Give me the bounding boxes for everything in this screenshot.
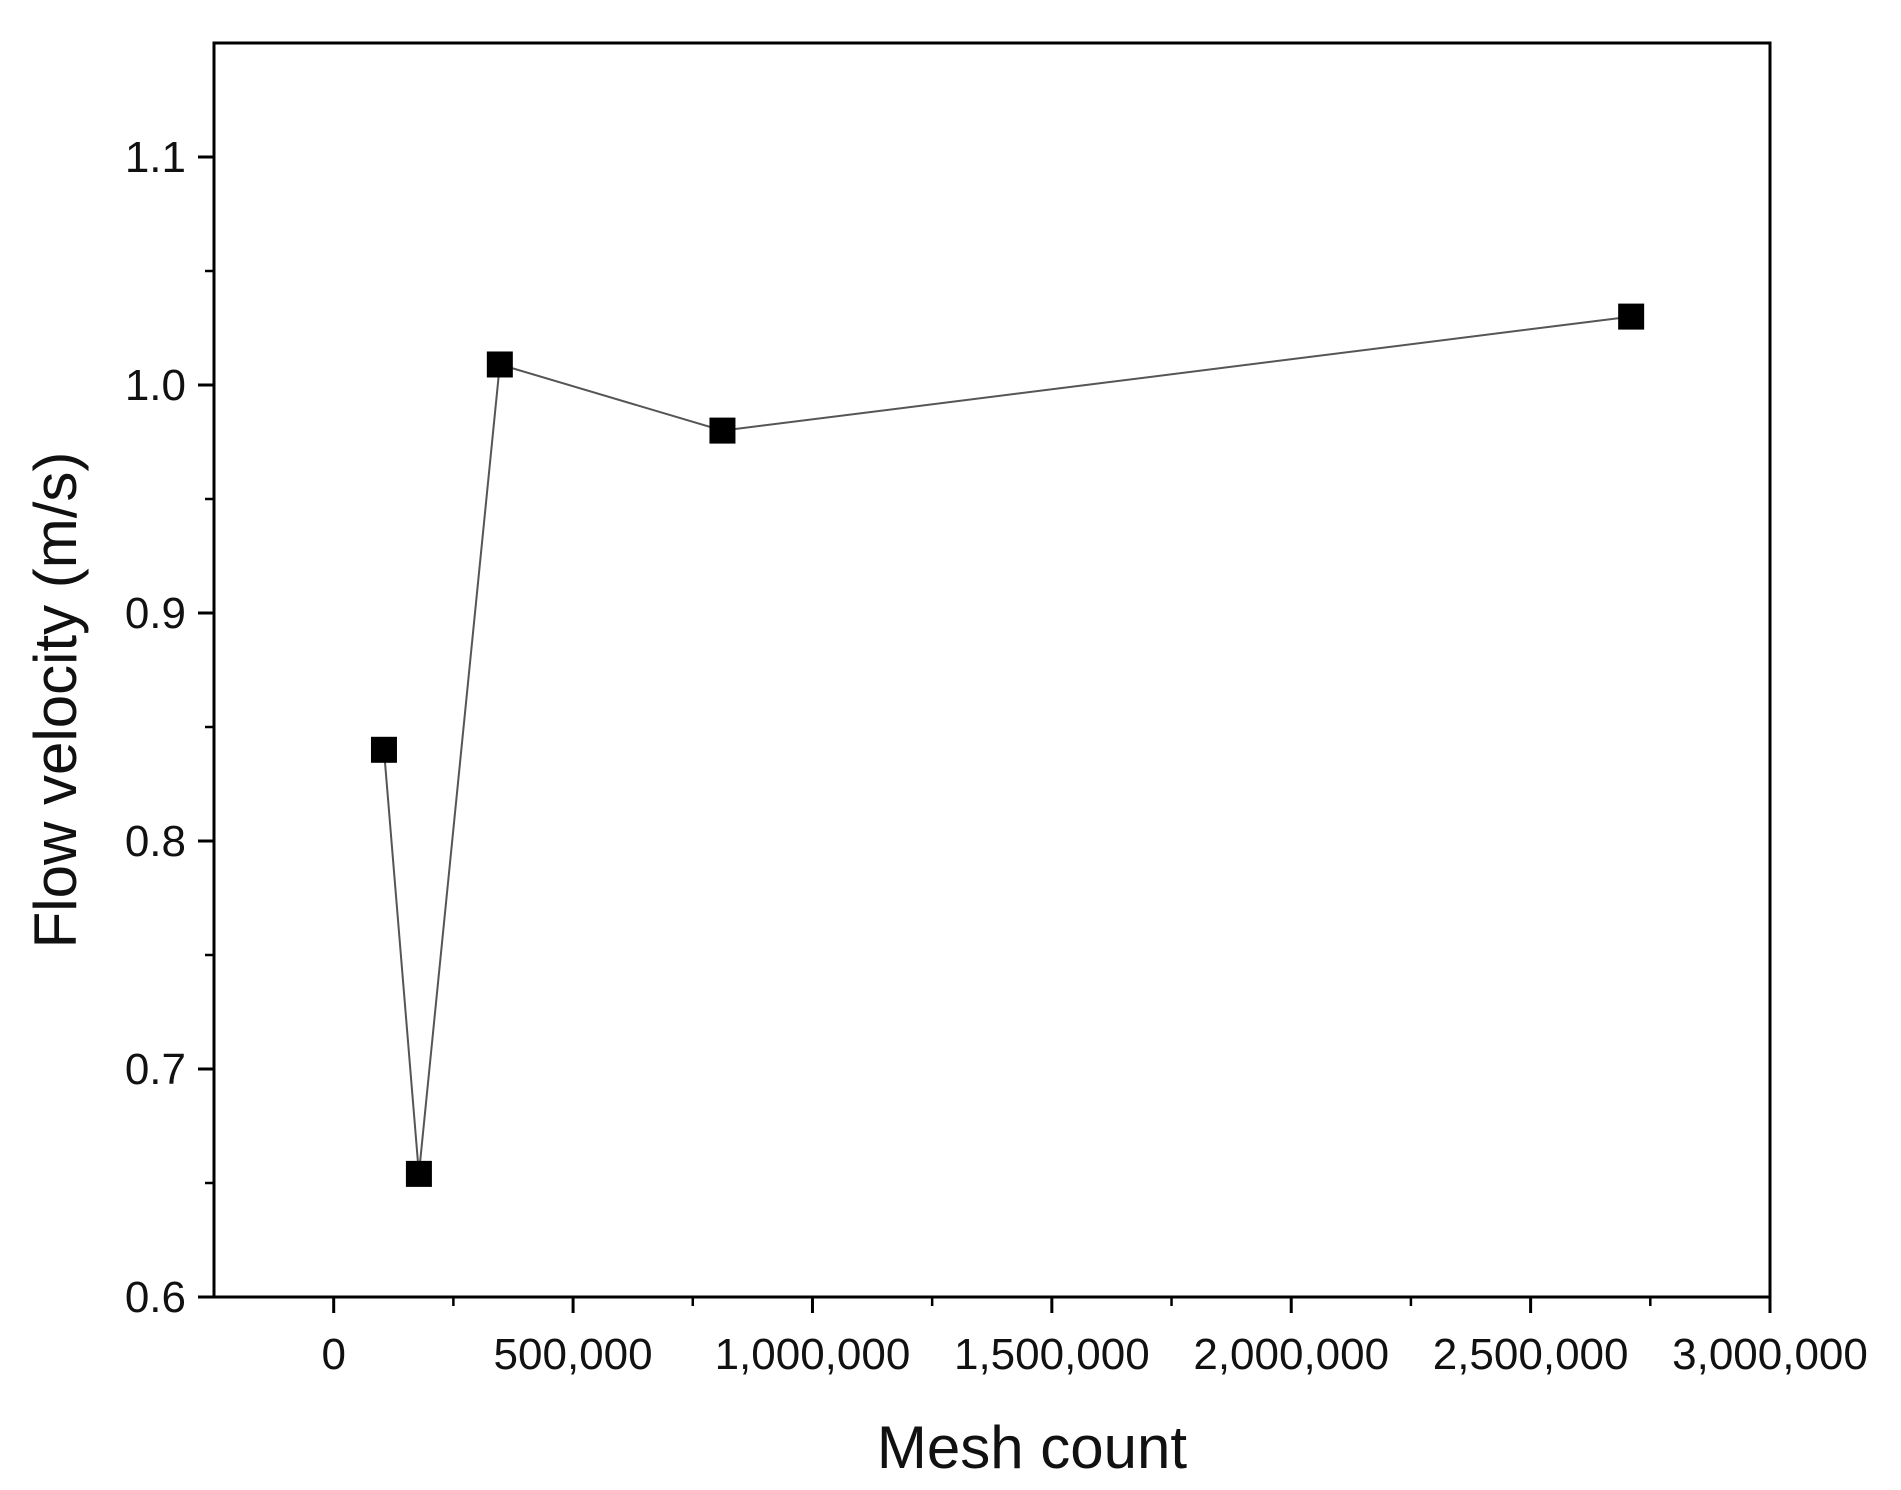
y-tick-label: 0.7: [125, 1045, 186, 1094]
data-point: [709, 417, 736, 444]
x-tick-label: 2,000,000: [1193, 1330, 1389, 1379]
x-axis-title: Mesh count: [877, 1414, 1187, 1481]
plot-frame: [212, 41, 1772, 1299]
data-point: [370, 736, 397, 763]
x-tick-label: 1,500,000: [954, 1330, 1150, 1379]
y-tick-label: 0.8: [125, 817, 186, 866]
x-tick-label: 0: [321, 1330, 345, 1379]
y-axis: 0.6 0.7 0.8 0.9 1.0 1.1: [125, 133, 214, 1322]
x-tick-label: 3,000,000: [1672, 1330, 1868, 1379]
data-point: [405, 1160, 432, 1187]
series-line: [382, 315, 1632, 1174]
plot-frame-group: [212, 41, 1772, 1299]
x-tick-label: 1,000,000: [715, 1330, 911, 1379]
y-tick-label: 0.9: [125, 589, 186, 638]
y-axis-title: Flow velocity (m/s): [22, 452, 89, 949]
x-tick-label: 500,000: [494, 1330, 653, 1379]
y-tick-label: 0.6: [125, 1273, 186, 1322]
y-tick-label: 1.1: [125, 133, 186, 182]
series-group: [370, 303, 1645, 1187]
x-axis: 0 500,000 1,000,000 1,500,000 2,000,000 2,500…: [321, 1297, 1868, 1379]
y-tick-label: 1.0: [125, 361, 186, 410]
data-point: [1618, 303, 1645, 330]
x-tick-label: 2,500,000: [1433, 1330, 1629, 1379]
data-point: [486, 351, 513, 378]
